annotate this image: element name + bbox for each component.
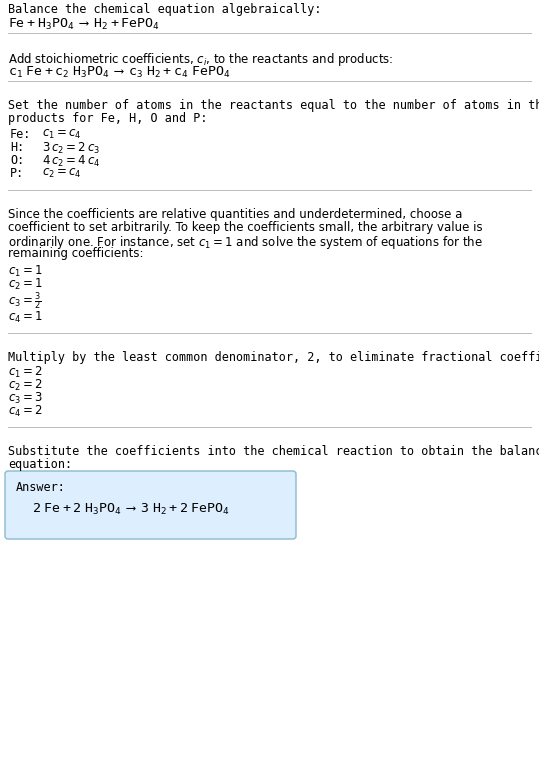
Text: Answer:: Answer:: [16, 481, 66, 494]
Text: $4\,c_2 = 4\,c_4$: $4\,c_2 = 4\,c_4$: [42, 154, 100, 169]
Text: $c_1 = 2$: $c_1 = 2$: [8, 365, 43, 380]
Text: $c_4 = 1$: $c_4 = 1$: [8, 310, 43, 325]
Text: $\mathtt{c_1\;Fe + c_2\;H_3PO_4 \;\longrightarrow\; c_3\;H_2 + c_4\;FePO_4}$: $\mathtt{c_1\;Fe + c_2\;H_3PO_4 \;\longr…: [8, 65, 230, 80]
Text: Set the number of atoms in the reactants equal to the number of atoms in the: Set the number of atoms in the reactants…: [8, 99, 539, 112]
Text: $c_2 = c_4$: $c_2 = c_4$: [42, 167, 82, 180]
Text: Substitute the coefficients into the chemical reaction to obtain the balanced: Substitute the coefficients into the che…: [8, 445, 539, 458]
Text: remaining coefficients:: remaining coefficients:: [8, 247, 143, 260]
FancyBboxPatch shape: [5, 471, 296, 539]
Text: $\mathtt{2\;Fe + 2\;H_3PO_4 \;\longrightarrow\; 3\;H_2 + 2\;FePO_4}$: $\mathtt{2\;Fe + 2\;H_3PO_4 \;\longright…: [32, 502, 230, 517]
Text: H:: H:: [10, 141, 24, 154]
Text: O:: O:: [10, 154, 24, 167]
Text: Since the coefficients are relative quantities and underdetermined, choose a: Since the coefficients are relative quan…: [8, 208, 462, 221]
Text: products for Fe, H, O and P:: products for Fe, H, O and P:: [8, 112, 208, 125]
Text: Multiply by the least common denominator, 2, to eliminate fractional coefficient: Multiply by the least common denominator…: [8, 351, 539, 364]
Text: $c_3 = \frac{3}{2}$: $c_3 = \frac{3}{2}$: [8, 290, 42, 312]
Text: equation:: equation:: [8, 458, 72, 471]
Text: ordinarily one. For instance, set $c_1 = 1$ and solve the system of equations fo: ordinarily one. For instance, set $c_1 =…: [8, 234, 483, 251]
Text: Add stoichiometric coefficients, $\mathit{c_i}$, to the reactants and products:: Add stoichiometric coefficients, $\mathi…: [8, 51, 393, 68]
Text: $c_1 = 1$: $c_1 = 1$: [8, 264, 43, 279]
Text: $c_3 = 3$: $c_3 = 3$: [8, 391, 43, 406]
Text: Fe:: Fe:: [10, 128, 31, 141]
Text: $c_4 = 2$: $c_4 = 2$: [8, 404, 43, 419]
Text: $3\,c_2 = 2\,c_3$: $3\,c_2 = 2\,c_3$: [42, 141, 100, 156]
Text: P:: P:: [10, 167, 24, 180]
Text: $c_1 = c_4$: $c_1 = c_4$: [42, 128, 82, 141]
Text: $c_2 = 1$: $c_2 = 1$: [8, 277, 43, 292]
Text: $c_2 = 2$: $c_2 = 2$: [8, 378, 43, 393]
Text: $\mathtt{Fe + H_3PO_4 \;\longrightarrow\; H_2 + FePO_4}$: $\mathtt{Fe + H_3PO_4 \;\longrightarrow\…: [8, 17, 160, 32]
Text: Balance the chemical equation algebraically:: Balance the chemical equation algebraica…: [8, 3, 321, 16]
Text: coefficient to set arbitrarily. To keep the coefficients small, the arbitrary va: coefficient to set arbitrarily. To keep …: [8, 221, 482, 234]
